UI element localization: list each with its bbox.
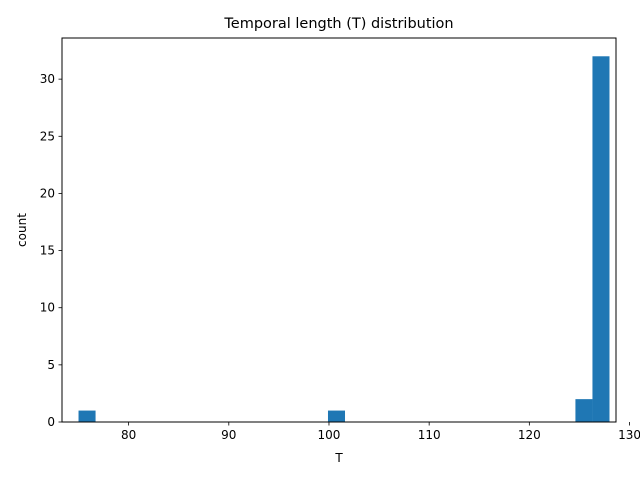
- y-tick-label-5: 25: [40, 129, 55, 143]
- x-tick-label-1: 90: [221, 428, 236, 442]
- x-tick-label-5: 130: [618, 428, 640, 442]
- y-tick-label-2: 10: [40, 301, 55, 315]
- y-tick-label-4: 20: [40, 186, 55, 200]
- histogram-bar-0: [78, 410, 96, 422]
- x-axis-ticks: 80 90 100 110 120 130: [121, 422, 640, 442]
- y-tick-label-0: 0: [47, 415, 55, 429]
- y-tick-label-3: 15: [40, 244, 55, 258]
- x-tick-label-0: 80: [121, 428, 136, 442]
- x-axis-label: T: [334, 451, 343, 465]
- y-axis-label: count: [15, 213, 29, 247]
- x-tick-label-4: 120: [518, 428, 541, 442]
- chart-title: Temporal length (T) distribution: [223, 16, 453, 32]
- x-tick-label-2: 100: [318, 428, 341, 442]
- histogram-bar-3: [592, 56, 610, 423]
- x-tick-label-3: 110: [418, 428, 441, 442]
- y-axis-ticks: 0 5 10 15 20 25 30: [40, 72, 62, 429]
- y-tick-label-1: 5: [47, 358, 55, 372]
- bars-group: [78, 56, 610, 423]
- histogram-bar-1: [327, 410, 346, 422]
- plot-frame: [61, 37, 617, 423]
- y-tick-label-6: 30: [40, 72, 55, 86]
- histogram-bar-2: [575, 399, 593, 422]
